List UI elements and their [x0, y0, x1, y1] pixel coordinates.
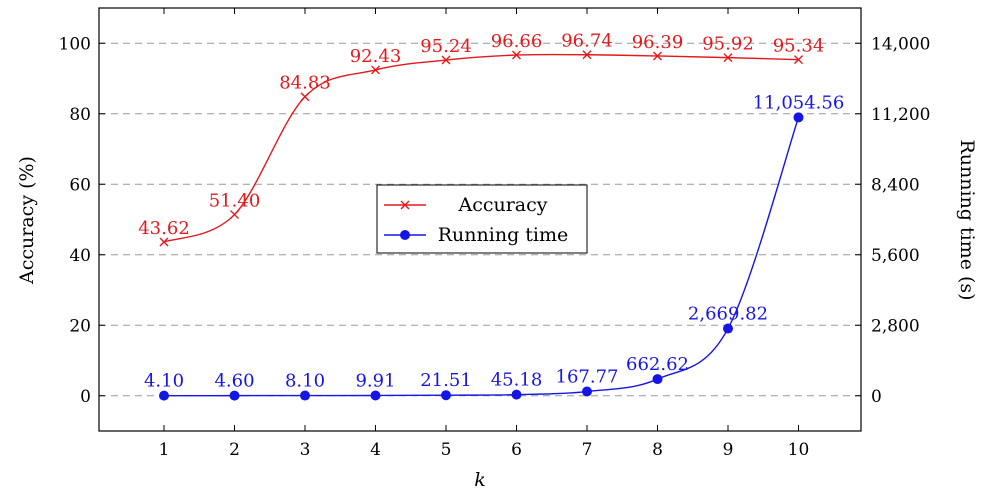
running-time-marker — [652, 374, 663, 385]
accuracy-marker — [159, 237, 169, 247]
legend-accuracy-label: Accuracy — [457, 194, 547, 216]
legend-running-time-label: Running time — [438, 224, 569, 246]
left-y-tick-label: 0 — [80, 387, 91, 407]
accuracy-marker — [653, 51, 662, 61]
accuracy-data-label: 92.43 — [350, 46, 402, 67]
x-tick-label: 7 — [582, 440, 593, 460]
accuracy-marker — [441, 55, 451, 65]
x-tick-label: 2 — [229, 440, 240, 460]
right-y-axis: 0 2,800 5,600 8,400 11,200 14,000 — [855, 34, 930, 407]
accuracy-marker — [794, 55, 803, 65]
running-time-marker — [300, 390, 310, 401]
left-y-tick-label: 20 — [69, 316, 91, 336]
x-tick-label: 10 — [788, 440, 810, 460]
x-axis: 1 2 3 4 5 6 7 8 9 10 — [159, 8, 810, 460]
accuracy-data-label: 96.74 — [561, 31, 613, 52]
x-tick-label: 9 — [723, 440, 734, 460]
right-y-axis-label: Running time (s) — [956, 139, 978, 300]
left-y-tick-label: 40 — [69, 246, 91, 266]
running-time-marker — [229, 390, 240, 401]
left-y-axis-label: Accuracy (%) — [16, 156, 38, 285]
accuracy-data-label: 96.66 — [491, 31, 543, 52]
running-time-marker — [370, 390, 381, 401]
running-time-data-label: 11,054.56 — [753, 92, 845, 113]
accuracy-marker — [512, 50, 521, 60]
running-time-data-label: 9.91 — [355, 371, 395, 392]
right-y-tick-label: 8,400 — [871, 175, 920, 195]
x-tick-label: 8 — [652, 440, 663, 460]
running-time-data-label: 2,669.82 — [688, 304, 768, 325]
x-tick-label: 6 — [511, 440, 522, 460]
accuracy-marker — [371, 65, 380, 75]
accuracy-marker — [723, 53, 733, 63]
running-time-marker — [441, 390, 451, 401]
right-y-tick-label: 11,200 — [871, 105, 930, 125]
running-time-data-label: 45.18 — [491, 370, 543, 391]
legend-running-time-marker — [400, 230, 410, 240]
running-time-marker — [159, 390, 169, 401]
plot-frame — [98, 7, 862, 432]
x-tick-label: 5 — [441, 440, 452, 460]
running-time-data-label: 21.51 — [420, 370, 472, 391]
right-y-tick-label: 2,800 — [871, 316, 920, 336]
accuracy-data-label: 96.39 — [632, 32, 684, 53]
running-time-data-label: 4.10 — [144, 371, 184, 392]
accuracy-marker — [300, 92, 310, 102]
running-time-series: 4.10 4.60 8.10 9.91 21.51 45.18 167.77 662.62 2,… — [144, 92, 845, 401]
x-tick-label: 3 — [300, 440, 311, 460]
left-y-tick-label: 80 — [69, 105, 91, 125]
accuracy-line — [163, 53, 799, 243]
running-time-line — [163, 117, 800, 397]
accuracy-data-label: 51.40 — [209, 191, 261, 212]
left-y-axis: 0 20 40 60 80 100 — [59, 34, 105, 407]
running-time-data-label: 167.77 — [556, 367, 619, 388]
x-axis-label: k — [474, 469, 486, 491]
accuracy-marker — [230, 210, 239, 220]
left-y-tick-label: 100 — [59, 34, 91, 54]
right-y-tick-label: 14,000 — [871, 34, 930, 54]
legend-accuracy-marker — [400, 200, 410, 210]
accuracy-data-label: 95.24 — [420, 36, 472, 57]
running-time-data-label: 8.10 — [285, 371, 325, 392]
right-y-tick-label: 5,600 — [871, 246, 920, 266]
legend-box — [376, 184, 588, 254]
running-time-marker — [723, 323, 733, 334]
x-tick-label: 4 — [370, 440, 381, 460]
right-y-tick-label: 0 — [871, 387, 882, 407]
accuracy-data-label: 43.62 — [138, 218, 190, 239]
accuracy-data-label: 84.83 — [279, 73, 331, 94]
legend: Accuracy Running time — [376, 184, 588, 254]
running-time-marker — [582, 386, 592, 397]
left-y-tick-label: 60 — [69, 175, 91, 195]
running-time-data-label: 662.62 — [626, 354, 689, 375]
running-time-marker — [793, 112, 804, 123]
accuracy-data-label: 95.92 — [702, 34, 754, 55]
accuracy-marker — [582, 50, 592, 60]
x-tick-label: 1 — [159, 440, 170, 460]
accuracy-data-label: 95.34 — [773, 36, 825, 57]
running-time-marker — [511, 389, 522, 400]
running-time-data-label: 4.60 — [214, 371, 254, 392]
accuracy-series: 43.62 51.40 84.83 92.43 95.24 96.66 96.74 96.39… — [138, 31, 825, 247]
